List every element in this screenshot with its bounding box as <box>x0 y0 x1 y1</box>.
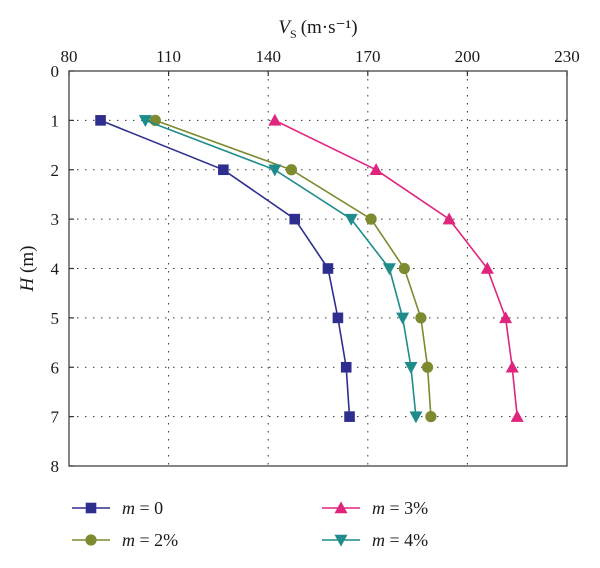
x-tick-label: 170 <box>355 47 381 66</box>
axis-ticks <box>68 70 568 467</box>
legend-label-value: = 2% <box>135 530 178 550</box>
x-axis-unit: (m·s⁻¹) <box>301 17 358 38</box>
legend-marker-circle <box>85 534 97 546</box>
x-tick-label: 140 <box>255 47 281 66</box>
legend: m = 0m = 2%m = 3%m = 4% <box>72 498 428 550</box>
y-tick-label: 0 <box>51 62 60 81</box>
x-tick-label: 200 <box>455 47 481 66</box>
y-tick-label: 4 <box>51 260 60 279</box>
legend-label-value: = 0 <box>135 498 163 518</box>
legend-marker-square <box>85 502 97 514</box>
x-tick-label: 80 <box>61 47 78 66</box>
data-point-triangle-up <box>480 261 494 274</box>
y-axis-title: H (m) <box>17 246 38 293</box>
x-axis-symbol: V <box>278 17 292 38</box>
data-point-triangle-down <box>404 361 418 374</box>
y-axis-unit: (m) <box>17 246 38 278</box>
data-point-triangle-down <box>382 263 396 276</box>
series-line <box>274 119 518 417</box>
legend-label: m = 0 <box>122 498 163 518</box>
legend-label-var: m <box>372 498 385 518</box>
data-point-circle <box>365 213 377 225</box>
legend-label-value: = 4% <box>385 530 428 550</box>
x-tick-labels: 80 110 140 170 200 230 <box>61 47 580 66</box>
data-point-square <box>344 411 355 422</box>
series-0 <box>95 115 355 422</box>
data-point-square <box>340 361 352 373</box>
legend-label: m = 2% <box>122 530 178 550</box>
legend-item: m = 4% <box>322 530 428 550</box>
series-1 <box>149 114 437 423</box>
series-3 <box>138 115 423 424</box>
data-point-triangle-up <box>499 311 513 324</box>
legend-item: m = 3% <box>322 498 428 518</box>
y-tick-label: 3 <box>51 210 60 229</box>
x-axis-subscript: S <box>290 27 297 41</box>
data-point-triangle-down <box>268 164 282 177</box>
series-2 <box>268 113 524 422</box>
y-axis-symbol: H <box>17 276 38 292</box>
data-point-triangle-up <box>268 113 282 126</box>
data-point-triangle-down <box>396 312 410 325</box>
x-tick-label: 110 <box>156 47 181 66</box>
data-point-square <box>95 115 106 126</box>
data-point-circle <box>425 411 437 423</box>
legend-marker-triangle-down <box>334 534 348 547</box>
legend-item: m = 2% <box>72 530 178 550</box>
y-tick-label: 8 <box>51 457 60 476</box>
data-point-triangle-down <box>138 115 152 128</box>
data-point-triangle-up <box>505 360 519 373</box>
y-tick-label: 6 <box>51 358 60 377</box>
data-point-square <box>218 164 229 176</box>
legend-label-var: m <box>122 530 135 550</box>
x-tick-label: 230 <box>554 47 580 66</box>
data-point-circle <box>398 262 410 275</box>
legend-label-value: = 3% <box>385 498 428 518</box>
data-point-circle <box>285 164 298 176</box>
data-point-circle <box>415 312 427 324</box>
data-point-square <box>289 213 301 225</box>
data-point-circle <box>421 361 434 373</box>
data-point-triangle-up <box>442 212 456 225</box>
y-tick-label: 5 <box>51 309 60 328</box>
gridlines <box>69 71 567 466</box>
y-tick-label: 1 <box>51 111 60 130</box>
legend-label-var: m <box>372 530 385 550</box>
legend-item: m = 0 <box>72 498 163 518</box>
data-point-triangle-up <box>510 409 524 422</box>
y-tick-label: 2 <box>51 161 60 180</box>
x-axis-title: VS (m·s⁻¹) <box>278 17 357 41</box>
legend-label: m = 3% <box>372 498 428 518</box>
legend-label: m = 4% <box>372 530 428 550</box>
data-point-triangle-down <box>409 411 423 424</box>
series-group <box>95 113 524 424</box>
legend-label-var: m <box>122 498 135 518</box>
data-point-square <box>322 263 334 274</box>
data-point-square <box>332 312 344 324</box>
y-tick-labels: 0 1 2 3 4 5 6 7 8 <box>51 62 60 476</box>
data-point-triangle-up <box>369 163 383 176</box>
y-tick-label: 7 <box>51 408 60 427</box>
legend-marker-triangle-up <box>334 501 348 514</box>
data-point-triangle-down <box>344 213 358 226</box>
